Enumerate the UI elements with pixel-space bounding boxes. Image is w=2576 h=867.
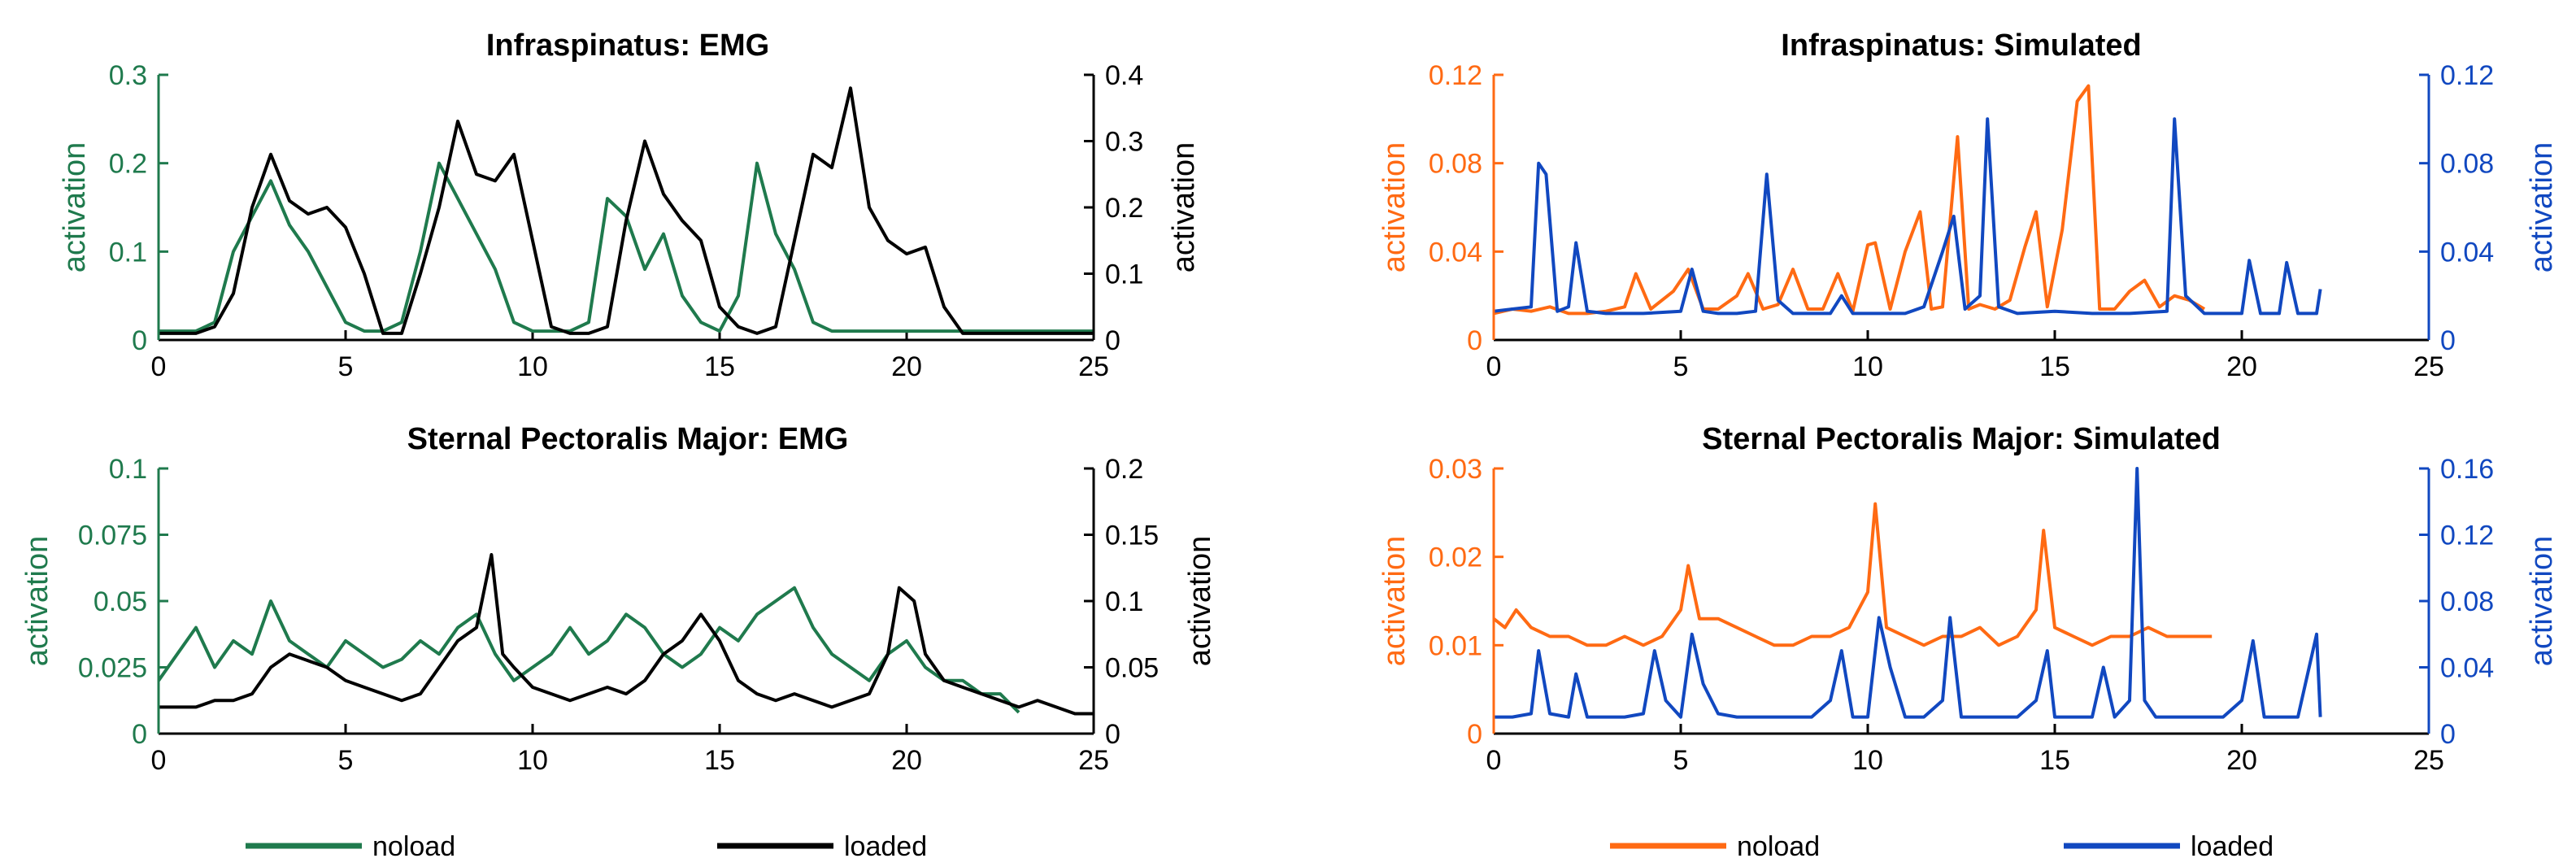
series-line-noload: [1492, 502, 2213, 647]
left-axis-label: activation: [20, 536, 54, 667]
x-tick-label: 10: [1852, 745, 1883, 776]
right-axis-label: activation: [1167, 142, 1201, 273]
left-y-tick-label: 0.03: [1429, 454, 1482, 485]
right-y-tick-label: 0.2: [1105, 193, 1143, 224]
x-tick-label: 25: [2413, 745, 2444, 776]
left-axis-label: activation: [1377, 536, 1412, 667]
legend-loaded-label: loaded: [844, 831, 927, 862]
right-axis-label: activation: [1183, 536, 1217, 667]
right-y-tick-label: 0.04: [2440, 237, 2494, 268]
right-y-tick-label: 0.05: [1105, 653, 1159, 684]
right-y-tick-label: 0.4: [1105, 60, 1143, 91]
series-line-noload: [157, 586, 1020, 714]
panel-pectoralis-simulated: Sternal Pectoralis Major: Simulated 0 5 10…: [1377, 422, 2559, 776]
x-tick-label: 15: [2039, 351, 2070, 382]
chart-title: Infraspinatus: EMG: [486, 28, 769, 63]
left-y-tick-label: 0.1: [109, 237, 147, 268]
right-y-tick-label: 0: [1105, 719, 1120, 750]
left-y-tick-label: 0.3: [109, 60, 147, 91]
chart-title: Infraspinatus: Simulated: [1781, 28, 2141, 63]
panel-infraspinatus-simulated: Infraspinatus: Simulated 0 5 10 15 20 2500.04…: [1377, 28, 2559, 382]
right-y-tick-label: 0.1: [1105, 586, 1143, 617]
x-tick-label: 15: [2039, 745, 2070, 776]
legend-right: noload loaded: [1610, 831, 2274, 862]
x-tick-label: 20: [2226, 745, 2257, 776]
x-tick-label: 0: [151, 351, 167, 382]
left-y-tick-label: 0.05: [94, 586, 147, 617]
panel-infraspinatus-emg: Infraspinatus: EMG 0 5 10 15 20 2500.10.20.30…: [58, 28, 1201, 382]
right-y-tick-label: 0.3: [1105, 127, 1143, 158]
series-lines: [157, 553, 1094, 716]
chart-title: Sternal Pectoralis Major: Simulated: [1702, 422, 2221, 456]
left-y-tick-label: 0: [1467, 719, 1482, 750]
left-y-tick-label: 0.04: [1429, 237, 1482, 268]
right-y-tick-label: 0.1: [1105, 259, 1143, 290]
x-tick-label: 0: [1486, 351, 1502, 382]
right-y-tick-label: 0.12: [2440, 60, 2494, 91]
left-y-tick-label: 0.01: [1429, 630, 1482, 661]
x-tick-label: 5: [338, 351, 354, 382]
x-tick-label: 5: [338, 745, 354, 776]
left-y-tick-label: 0: [132, 325, 147, 356]
left-y-tick-label: 0.1: [109, 454, 147, 485]
left-axis-label: activation: [1377, 142, 1412, 273]
right-y-tick-label: 0: [2440, 325, 2456, 356]
left-y-tick-label: 0: [1467, 325, 1482, 356]
legend-left: noload loaded: [246, 831, 927, 862]
right-y-tick-label: 0.2: [1105, 454, 1143, 485]
right-axis-label: activation: [2525, 142, 2559, 273]
axis-ticks: 0 5 10 15 20 2500.0250.050.0750.100.050.10.15…: [78, 454, 1159, 776]
left-y-tick-label: 0.12: [1429, 60, 1482, 91]
series-lines: [1493, 84, 2322, 316]
x-tick-label: 25: [2413, 351, 2444, 382]
left-y-tick-label: 0.08: [1429, 149, 1482, 180]
right-y-tick-label: 0.04: [2440, 653, 2494, 684]
x-tick-label: 10: [1852, 351, 1883, 382]
right-y-tick-label: 0: [1105, 325, 1120, 356]
right-y-tick-label: 0.08: [2440, 149, 2494, 180]
series-line-loaded: [159, 553, 1094, 716]
x-tick-label: 25: [1078, 745, 1109, 776]
x-tick-label: 10: [517, 351, 548, 382]
x-tick-label: 0: [151, 745, 167, 776]
left-y-tick-label: 0.075: [78, 521, 147, 551]
left-y-tick-label: 0: [132, 719, 147, 750]
right-axis-label: activation: [2525, 536, 2559, 667]
left-y-tick-label: 0.02: [1429, 542, 1482, 573]
series-line-loaded: [1493, 117, 2322, 316]
x-tick-label: 5: [1673, 351, 1689, 382]
legend-noload-label: noload: [372, 831, 455, 862]
x-tick-label: 0: [1486, 745, 1502, 776]
legend-noload-label: noload: [1737, 831, 1820, 862]
right-y-tick-label: 0.12: [2440, 521, 2494, 551]
series-line-noload: [159, 161, 1094, 333]
left-axis-label: activation: [58, 142, 92, 273]
x-tick-label: 20: [2226, 351, 2257, 382]
right-y-tick-label: 0.16: [2440, 454, 2494, 485]
chart-title: Sternal Pectoralis Major: EMG: [407, 422, 849, 456]
right-y-tick-label: 0: [2440, 719, 2456, 750]
series-line-noload: [1493, 84, 2206, 316]
x-tick-label: 20: [891, 351, 922, 382]
right-y-tick-label: 0.15: [1105, 521, 1159, 551]
series-line-loaded: [159, 86, 1094, 335]
x-tick-label: 25: [1078, 351, 1109, 382]
left-y-tick-label: 0.025: [78, 653, 147, 684]
series-lines: [1492, 467, 2322, 719]
series-line-loaded: [1494, 467, 2322, 719]
x-tick-label: 15: [704, 745, 735, 776]
legend-loaded-label: loaded: [2191, 831, 2274, 862]
x-tick-label: 5: [1673, 745, 1689, 776]
x-tick-label: 20: [891, 745, 922, 776]
right-y-tick-label: 0.08: [2440, 586, 2494, 617]
series-lines: [159, 86, 1094, 335]
x-tick-label: 15: [704, 351, 735, 382]
panel-pectoralis-emg: Sternal Pectoralis Major: EMG 0 5 10 15 20 25…: [20, 422, 1217, 776]
x-tick-label: 10: [517, 745, 548, 776]
left-y-tick-label: 0.2: [109, 149, 147, 180]
